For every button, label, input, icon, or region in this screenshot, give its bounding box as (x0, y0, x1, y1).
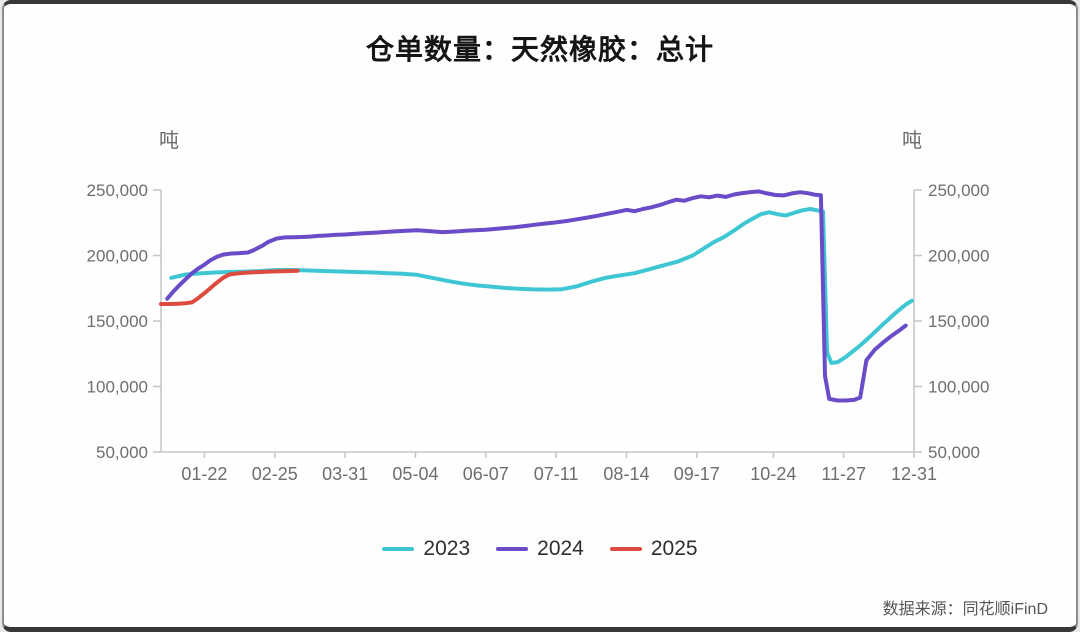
data-source-note: 数据来源：同花顺iFinD (882, 601, 1048, 618)
chart-series (159, 189, 914, 403)
chart-legend: 2023 2024 2025 (4, 537, 1076, 561)
y-axis-tick-label-right: 250,000 (928, 181, 989, 200)
x-axis-tick-label: 06-07 (463, 464, 509, 484)
legend-item-2024[interactable]: 2024 (496, 537, 584, 561)
x-axis-tick-label: 05-04 (392, 464, 438, 484)
y-axis-tick-label-left: 100,000 (87, 378, 148, 397)
x-axis-tick-label: 12-31 (891, 464, 937, 484)
series-line-2024 (165, 189, 908, 403)
x-axis-tick-label: 07-11 (534, 464, 579, 484)
y-axis-tick-label-left: 150,000 (87, 312, 148, 331)
x-axis-tick-label: 03-31 (322, 464, 368, 484)
x-axis-tick-label: 02-25 (252, 464, 298, 484)
y-axis-tick-label-right: 50,000 (928, 443, 980, 462)
x-axis-tick-label: 08-14 (603, 464, 649, 484)
x-axis-tick-label: 01-22 (181, 464, 227, 484)
legend-item-2023[interactable]: 2023 (382, 537, 470, 561)
series-line-2023 (169, 207, 914, 365)
legend-swatch-2023 (382, 547, 415, 551)
y-axis-tick-label-right: 100,000 (928, 378, 989, 397)
legend-label: 2025 (650, 537, 698, 560)
legend-swatch-2024 (496, 547, 529, 551)
legend-swatch-2025 (609, 547, 642, 551)
chart-title: 仓单数量：天然橡胶：总计 (365, 34, 714, 65)
y-axis-tick-label-left: 200,000 (87, 247, 148, 266)
left-axis-unit-label: 吨 (159, 129, 179, 152)
line-chart: 吨 吨 250,000 250,000 200,000 200,000 150,000 1… (87, 129, 990, 484)
legend-label: 2023 (423, 537, 471, 560)
series-line-2025 (159, 268, 300, 306)
y-axis-tick-label-left: 50,000 (96, 443, 148, 462)
y-axis-tick-label-right: 200,000 (928, 247, 989, 266)
x-axis-tick-label: 09-17 (674, 464, 720, 484)
x-axis-tick-label: 11-27 (821, 464, 866, 484)
legend-item-2025[interactable]: 2025 (609, 537, 698, 561)
y-axis-tick-label-left: 250,000 (87, 181, 148, 200)
chart-axes: 250,000 250,000 200,000 200,000 150,000 150,0… (87, 181, 990, 484)
legend-label: 2024 (537, 537, 584, 560)
y-axis-tick-label-right: 150,000 (928, 312, 989, 331)
x-axis-tick-label: 10-24 (750, 464, 796, 484)
right-axis-unit-label: 吨 (902, 129, 922, 152)
